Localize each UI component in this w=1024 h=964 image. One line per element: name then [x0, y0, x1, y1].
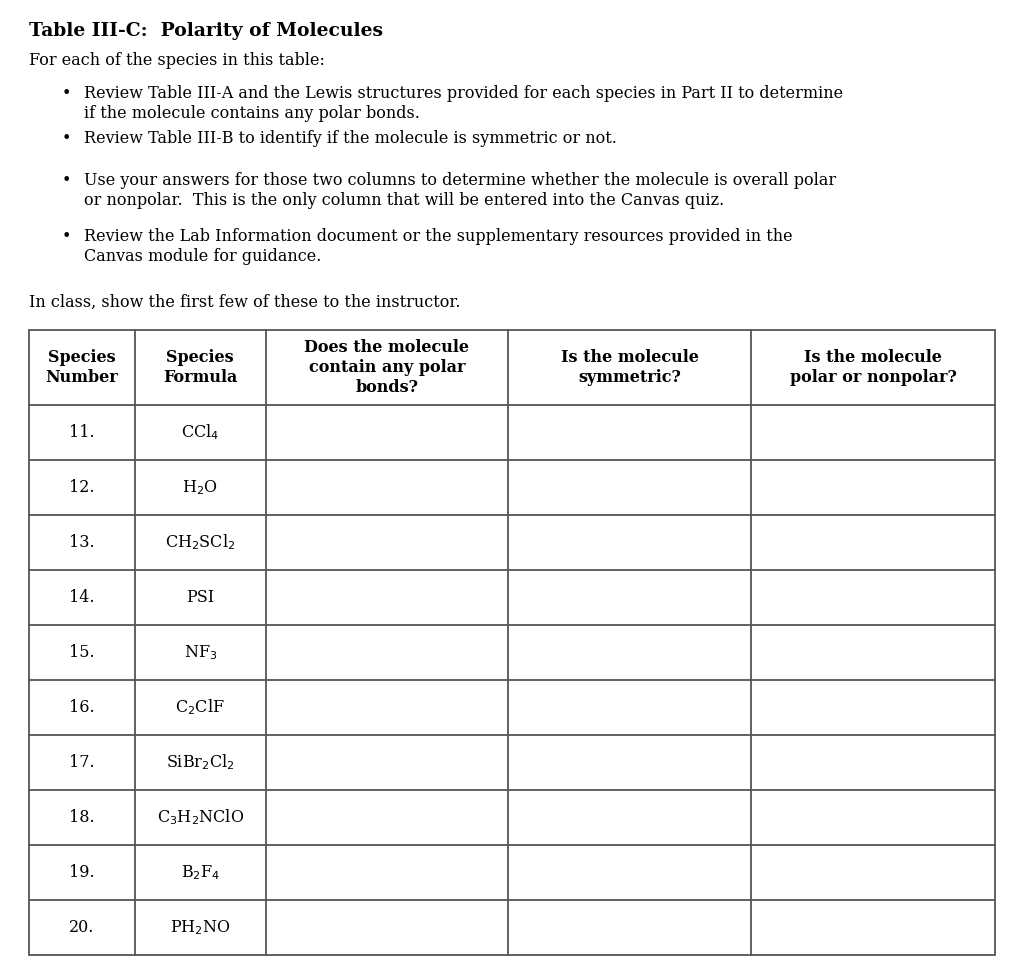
Text: 14.: 14.	[69, 589, 94, 606]
Text: 20.: 20.	[70, 919, 94, 936]
Text: PSI: PSI	[186, 589, 214, 606]
Text: 18.: 18.	[69, 809, 94, 826]
Text: For each of the species in this table:: For each of the species in this table:	[29, 52, 325, 69]
Text: 16.: 16.	[69, 699, 94, 716]
Text: CH$_2$SCl$_2$: CH$_2$SCl$_2$	[165, 533, 236, 552]
Text: Review Table III-B to identify if the molecule is symmetric or not.: Review Table III-B to identify if the mo…	[84, 130, 616, 147]
Text: •: •	[62, 228, 72, 245]
Text: 17.: 17.	[69, 754, 94, 771]
Text: 15.: 15.	[69, 644, 94, 661]
Text: In class, show the first few of these to the instructor.: In class, show the first few of these to…	[29, 294, 460, 311]
Text: Species
Number: Species Number	[45, 349, 118, 386]
Text: 12.: 12.	[69, 479, 94, 496]
Text: Review the Lab Information document or the supplementary resources provided in t: Review the Lab Information document or t…	[84, 228, 793, 264]
Text: Is the molecule
symmetric?: Is the molecule symmetric?	[560, 349, 698, 386]
Text: Is the molecule
polar or nonpolar?: Is the molecule polar or nonpolar?	[790, 349, 956, 386]
Text: •: •	[62, 172, 72, 189]
Text: SiBr$_2$Cl$_2$: SiBr$_2$Cl$_2$	[166, 753, 234, 772]
Text: 11.: 11.	[69, 424, 94, 441]
Text: •: •	[62, 85, 72, 102]
Text: Review Table III-A and the Lewis structures provided for each species in Part II: Review Table III-A and the Lewis structu…	[84, 85, 843, 121]
Text: 13.: 13.	[69, 534, 94, 551]
Text: C$_3$H$_2$NClO: C$_3$H$_2$NClO	[157, 808, 244, 827]
Bar	[29, 330, 995, 955]
Text: H$_2$O: H$_2$O	[182, 478, 218, 496]
Text: •: •	[62, 130, 72, 147]
Text: Table III-C:  Polarity of Molecules: Table III-C: Polarity of Molecules	[29, 22, 383, 40]
Text: CCl$_4$: CCl$_4$	[181, 422, 219, 442]
Text: C$_2$ClF: C$_2$ClF	[175, 698, 225, 717]
Text: PH$_2$NO: PH$_2$NO	[170, 918, 230, 937]
Text: Use your answers for those two columns to determine whether the molecule is over: Use your answers for those two columns t…	[84, 172, 836, 208]
Text: 19.: 19.	[69, 864, 94, 881]
Text: B$_2$F$_4$: B$_2$F$_4$	[180, 863, 220, 882]
Text: Species
Formula: Species Formula	[163, 349, 238, 386]
Text: NF$_3$: NF$_3$	[183, 643, 217, 662]
Text: Does the molecule
contain any polar
bonds?: Does the molecule contain any polar bond…	[304, 339, 469, 395]
